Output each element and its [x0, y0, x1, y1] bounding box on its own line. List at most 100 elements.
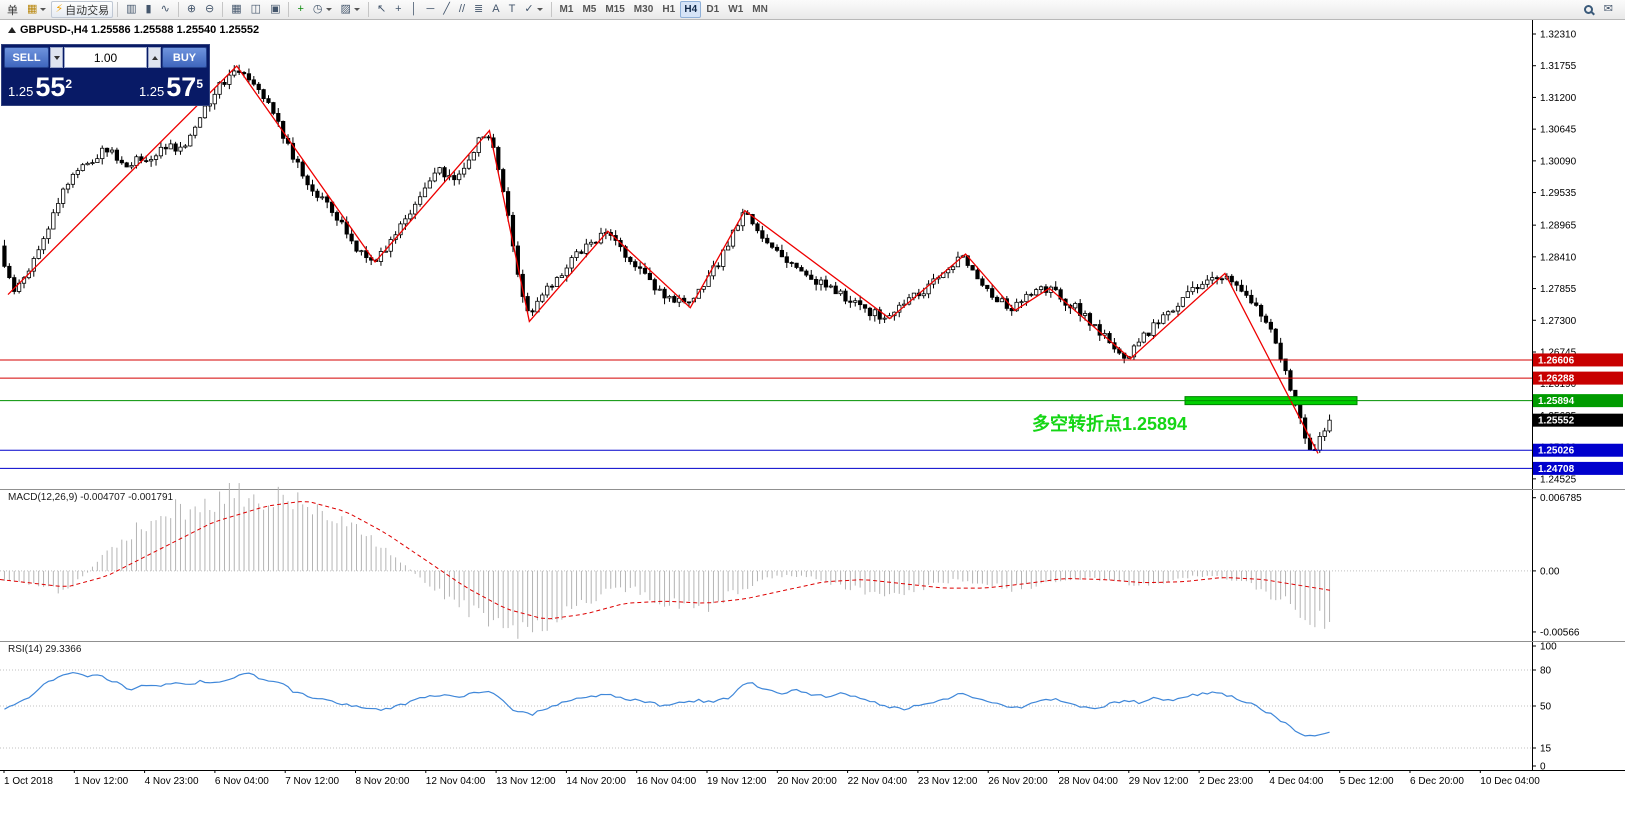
arrange-windows-button[interactable]: ▣	[266, 1, 284, 18]
new-chart-button[interactable]: ▦	[23, 1, 50, 18]
crosshair-button[interactable]: +	[391, 1, 405, 18]
price-axis[interactable]: 1.32310 1.31755 1.31200 1.30645 1.30090 1.295…	[1532, 20, 1623, 770]
price-axis-label: 1.28965	[1540, 221, 1577, 232]
search-button[interactable]	[1580, 1, 1597, 18]
channel-tool-button[interactable]: //	[455, 1, 469, 18]
timeframe-w1-button[interactable]: W1	[728, 4, 744, 15]
new-order-button[interactable]: +	[293, 1, 307, 18]
candlestick-chart-button[interactable]: ▮	[142, 1, 156, 18]
price-axis-label: 1.29535	[1540, 188, 1577, 199]
rsi-axis-label: 80	[1540, 666, 1552, 677]
order-menu-label: 单	[7, 4, 18, 17]
template-selector-button[interactable]: ▨	[337, 1, 364, 18]
tile-windows-button[interactable]: ◫	[247, 1, 265, 18]
timeframe-m30-button[interactable]: M30	[633, 4, 654, 15]
auto-trading-button[interactable]: ⚡ 自动交易	[51, 1, 114, 18]
time-axis-label: 22 Nov 04:00	[848, 776, 908, 787]
caret-down-icon	[53, 55, 60, 60]
bar-chart-icon: ▥	[126, 3, 137, 15]
template-selector-icon: ▨	[340, 3, 351, 15]
candlestick-chart-icon: ▮	[145, 3, 152, 15]
text-tool-button[interactable]: A	[488, 1, 503, 18]
arrange-windows-icon: ▣	[270, 3, 281, 15]
time-axis-label: 8 Nov 20:00	[356, 776, 410, 787]
volume-dropdown-button[interactable]	[50, 47, 63, 68]
price-axis-label: 1.27300	[1540, 316, 1577, 327]
volume-up-button[interactable]	[148, 47, 161, 68]
zoom-in-button[interactable]: ⊕	[183, 1, 200, 18]
rsi-axis-label: 15	[1540, 744, 1552, 755]
zoom-in-icon: ⊕	[186, 3, 197, 15]
mailbox-icon: ✉	[1603, 3, 1613, 15]
time-axis-label: 13 Nov 12:00	[496, 776, 556, 787]
toolbar-separator	[117, 2, 119, 17]
timeframe-h1-button[interactable]: H1	[662, 4, 676, 15]
chart-canvas[interactable]: 1.32310 1.31755 1.31200 1.30645 1.30090 1.295…	[0, 20, 1625, 818]
trendline-tool-button[interactable]: ╱	[439, 1, 454, 18]
rsi-axis-label: 0	[1540, 762, 1546, 773]
timeframe-d1-button[interactable]: D1	[706, 4, 720, 15]
sell-button[interactable]: SELL	[4, 47, 49, 68]
vertical-line-tool-icon: │	[410, 3, 418, 15]
horizontal-line-tool-button[interactable]: ─	[422, 1, 438, 18]
new-chart-caret-icon	[40, 8, 47, 11]
timeframe-m15-button[interactable]: M15	[605, 4, 625, 15]
sell-price[interactable]: 1.25552	[8, 74, 72, 101]
candles-layer	[2, 64, 1332, 453]
timeframe-m5-button[interactable]: M5	[582, 4, 597, 15]
time-axis-label: 19 Nov 12:00	[707, 776, 767, 787]
toolbar-separator	[288, 2, 290, 17]
order-menu-button[interactable]: 单	[3, 1, 22, 18]
price-axis-label: 1.26190	[1540, 379, 1577, 390]
sell-price-big: 1.25	[8, 84, 34, 99]
price-tag	[1533, 413, 1623, 427]
price-axis-label: 1.32310	[1540, 30, 1577, 41]
fibonacci-tool-button[interactable]: ≣	[470, 1, 487, 18]
zoom-out-button[interactable]: ⊖	[201, 1, 218, 18]
macd-panel: 0.006785 0.00 -0.00566	[0, 483, 1582, 639]
mailbox-button[interactable]: ✉	[1600, 1, 1617, 18]
grid-button[interactable]: ▦	[227, 1, 245, 18]
cursor-button[interactable]: ↖	[373, 1, 390, 18]
arrows-tool-icon: ✓	[524, 3, 534, 15]
rsi-axis-label: 50	[1540, 702, 1552, 713]
timeframe-m1-button[interactable]: M1	[559, 4, 574, 15]
price-axis-label: 1.24525	[1540, 474, 1577, 485]
period-selector-icon: ◷	[312, 3, 323, 15]
caret-up-icon	[151, 55, 158, 60]
macd-axis-label: 0.006785	[1540, 493, 1582, 504]
zigzag-line[interactable]	[7, 64, 1319, 454]
buy-price-big: 1.25	[138, 84, 165, 99]
buy-button[interactable]: BUY	[162, 47, 207, 68]
price-tag-value: 1.26606	[1538, 355, 1575, 366]
new-order-icon: +	[297, 3, 304, 15]
sell-price-pips: 55	[35, 72, 66, 102]
period-selector-button[interactable]: ◷	[309, 1, 336, 18]
timeframe-mn-button[interactable]: MN	[752, 4, 768, 15]
macd-axis-label: -0.00566	[1540, 627, 1580, 638]
buy-price-pipette: 5	[196, 77, 203, 91]
pivot-annotation: 多空转折点1.25894	[1032, 414, 1188, 434]
arrows-tool-button[interactable]: ✓	[520, 1, 546, 18]
timeframe-h4-button[interactable]: H4	[680, 1, 702, 18]
vertical-line-tool-button[interactable]: │	[407, 1, 422, 18]
label-tool-button[interactable]: T	[505, 1, 520, 18]
time-axis[interactable]: 1 Oct 2018 1 Nov 12:00 4 Nov 23:00 6 Nov 04…	[0, 770, 1625, 787]
time-axis-label: 14 Nov 20:00	[566, 776, 626, 787]
panel-collapse-arrow-icon[interactable]	[8, 27, 16, 33]
time-axis-label: 4 Nov 23:00	[145, 776, 199, 787]
line-chart-button[interactable]: ∿	[157, 1, 174, 18]
horizontal-levels[interactable]	[0, 359, 1532, 469]
volume-input[interactable]	[64, 47, 147, 68]
auto-trading-icon: ⚡	[55, 3, 64, 15]
price-tag	[1533, 394, 1623, 408]
price-tag-value: 1.25894	[1538, 396, 1575, 407]
price-tag	[1533, 443, 1623, 457]
buy-price[interactable]: 1.25575	[138, 74, 203, 101]
time-axis-label: 26 Nov 20:00	[988, 776, 1048, 787]
price-tag-value: 1.25552	[1538, 416, 1575, 427]
bar-chart-button[interactable]: ▥	[122, 1, 140, 18]
chart-title-text: GBPUSD-,H4 1.25586 1.25588 1.25540 1.255…	[20, 24, 260, 36]
price-axis-label: 1.30645	[1540, 125, 1577, 136]
